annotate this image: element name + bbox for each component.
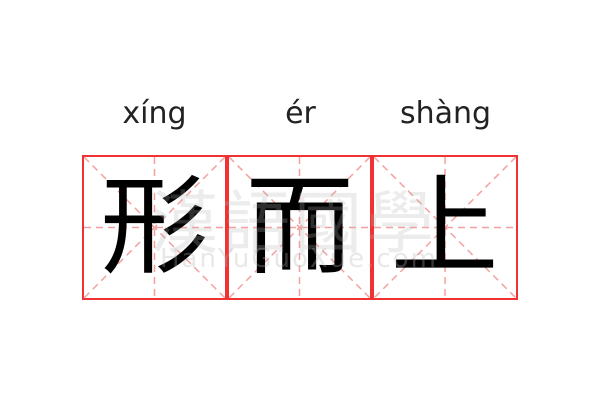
pinyin-2: ér <box>285 96 316 131</box>
grid-guides <box>84 157 225 298</box>
watermark-logo: 漢語國學 <box>150 185 439 264</box>
character: 形 <box>100 165 209 290</box>
grid-guides <box>229 157 370 298</box>
pinyin-1: xíng <box>122 96 187 131</box>
char-cell-2: 而 <box>227 155 372 300</box>
char-cell-1: 形 <box>82 155 227 300</box>
character: 上 <box>390 165 499 290</box>
character: 而 <box>245 165 354 290</box>
pinyin-3: shàng <box>399 96 492 131</box>
char-cell-3: 上 <box>372 155 518 300</box>
grid-guides <box>374 157 516 298</box>
watermark-url: HanYuGuoXue.com <box>160 244 438 274</box>
